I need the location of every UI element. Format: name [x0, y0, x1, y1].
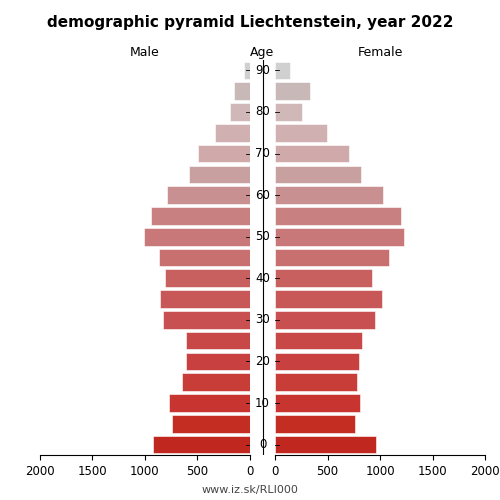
Bar [275, 332, 362, 349]
Text: 50: 50 [255, 230, 270, 243]
Bar [275, 270, 372, 287]
Bar [275, 186, 383, 204]
Bar [186, 352, 250, 370]
Bar [275, 62, 290, 79]
Bar [275, 374, 357, 391]
Bar [216, 124, 250, 142]
Bar [169, 394, 250, 412]
Bar [275, 228, 404, 246]
Bar [163, 311, 250, 328]
Bar [275, 207, 401, 225]
Bar [275, 144, 348, 162]
Bar [275, 436, 376, 454]
Bar [275, 82, 310, 100]
Text: 0: 0 [259, 438, 266, 451]
Bar [152, 207, 250, 225]
Title: Male: Male [130, 46, 160, 59]
Bar [165, 270, 250, 287]
Text: 20: 20 [255, 355, 270, 368]
Bar [275, 394, 360, 412]
Bar [230, 103, 250, 121]
Text: demographic pyramid Liechtenstein, year 2022: demographic pyramid Liechtenstein, year … [47, 15, 453, 30]
Bar [144, 228, 250, 246]
Bar [275, 290, 382, 308]
Bar [172, 415, 250, 432]
Text: 40: 40 [255, 272, 270, 285]
Bar [189, 166, 250, 183]
Bar [275, 124, 326, 142]
Text: 60: 60 [255, 188, 270, 202]
Bar [182, 374, 250, 391]
Text: 70: 70 [255, 147, 270, 160]
Bar [275, 352, 359, 370]
Bar [275, 415, 355, 432]
Text: www.iz.sk/RLI000: www.iz.sk/RLI000 [202, 485, 298, 495]
Title: Age: Age [250, 46, 274, 59]
Bar [275, 166, 361, 183]
Bar [275, 103, 302, 121]
Text: 30: 30 [255, 314, 270, 326]
Bar [160, 290, 250, 308]
Bar [275, 248, 390, 266]
Bar [275, 311, 375, 328]
Bar [158, 248, 250, 266]
Bar [154, 436, 250, 454]
Text: 90: 90 [255, 64, 270, 77]
Bar [167, 186, 250, 204]
Title: Female: Female [358, 46, 403, 59]
Bar [198, 144, 250, 162]
Text: 80: 80 [255, 106, 270, 118]
Bar [186, 332, 250, 349]
Bar [234, 82, 250, 100]
Bar [244, 62, 250, 79]
Text: 10: 10 [255, 396, 270, 409]
